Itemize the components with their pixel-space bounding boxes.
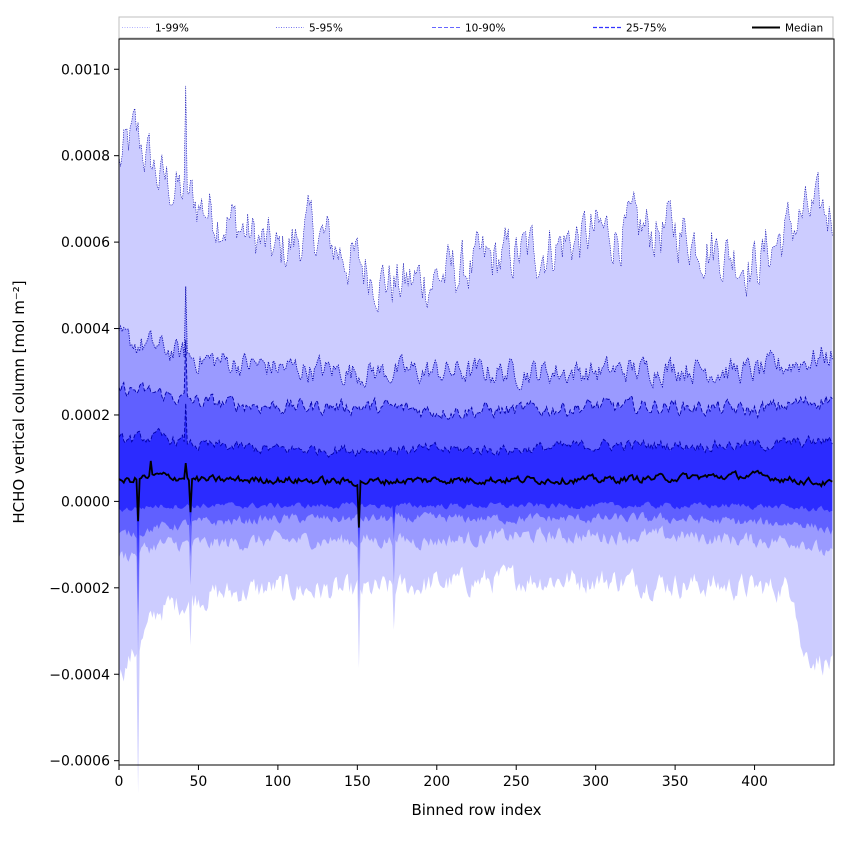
y-tick-label: −0.0002: [49, 581, 110, 597]
legend-label: Median: [785, 23, 823, 35]
y-tick-label: 0.0000: [61, 494, 110, 510]
y-axis-label: HCHO vertical column [mol m⁻²]: [10, 280, 28, 523]
percentile-bands: [119, 85, 833, 794]
legend-label: 1-99%: [155, 23, 189, 35]
legend-box: [118, 16, 834, 39]
x-tick-label: 300: [582, 774, 609, 790]
band-25-75-upper-edge: [118, 403, 833, 458]
y-tick-label: 0.0002: [61, 408, 110, 424]
x-tick-label: 200: [423, 774, 450, 790]
legend-label: 5-95%: [309, 23, 343, 35]
x-tick-label: 350: [662, 774, 689, 790]
y-tick-label: 0.0006: [61, 235, 110, 251]
y-tick-label: −0.0004: [49, 667, 110, 683]
y-tick-label: 0.0008: [61, 149, 110, 165]
percentile-edges: [118, 85, 833, 458]
y-tick-label: −0.0006: [49, 754, 110, 770]
x-tick-label: 400: [741, 774, 768, 790]
median-line: [118, 460, 833, 528]
legend-label: 25-75%: [626, 23, 667, 35]
band-10-90-upper-edge: [118, 339, 833, 421]
median-line-group: [118, 460, 833, 528]
x-axis-label: Binned row index: [411, 801, 541, 819]
band-1-99-upper-edge: [118, 85, 833, 314]
x-tick-label: 250: [503, 774, 530, 790]
y-tick-label: 0.0010: [61, 62, 110, 78]
x-tick-label: 100: [265, 774, 292, 790]
y-tick-label: 0.0004: [61, 322, 110, 338]
x-tick-label: 50: [190, 774, 208, 790]
x-tick-label: 0: [115, 774, 124, 790]
y-axis-ticks: −0.0006 −0.0004 −0.0002 0.0000 0.0002 0.0004 0…: [49, 62, 119, 770]
legend: 1-99% 5-95% 10-90% 25-75% Median: [118, 16, 834, 39]
plot-frame: [118, 38, 835, 766]
band-5-95-upper-edge: [118, 286, 833, 391]
legend-label: 10-90%: [465, 23, 506, 35]
x-axis-ticks: 0 50 100 150 200 250 300 350 400: [115, 765, 768, 790]
x-tick-label: 150: [344, 774, 371, 790]
